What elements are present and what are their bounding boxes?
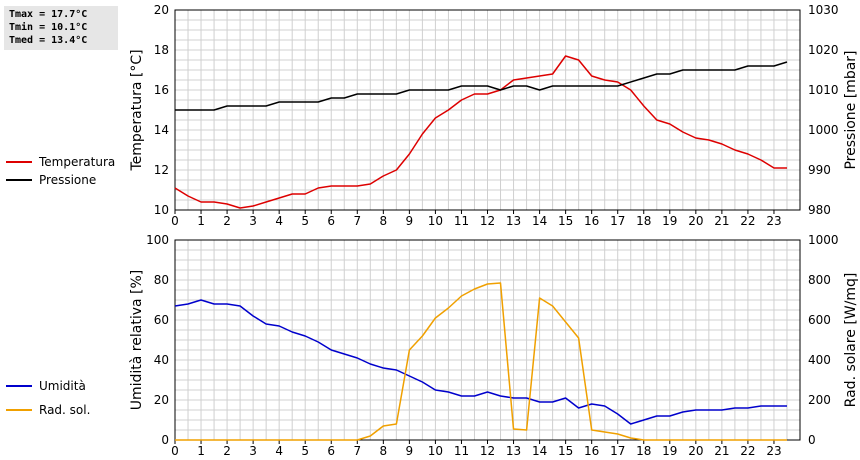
y-right-tick-label: 200 [808,393,831,407]
x-tick-label: 8 [380,214,388,228]
x-tick-label: 11 [454,444,469,458]
x-tick-label: 5 [301,214,309,228]
y-left-tick-label: 16 [154,83,169,97]
y-left-axis-label: Temperatura [°C] [129,49,145,171]
y-left-tick-label: 100 [146,233,169,247]
y-left-tick-label: 14 [154,123,169,137]
x-tick-label: 1 [197,214,205,228]
y-right-tick-label: 990 [808,163,831,177]
x-tick-label: 23 [766,214,781,228]
x-tick-label: 2 [223,444,231,458]
tmed-text: Tmed = 13.4°C [9,35,88,46]
x-tick-label: 17 [610,444,625,458]
x-tick-label: 9 [406,444,414,458]
umidit-series-line [174,299,787,425]
x-tick-label: 15 [558,444,573,458]
y-right-tick-label: 1000 [808,123,839,137]
x-tick-label: 19 [662,444,677,458]
y-left-tick-label: 20 [154,3,169,17]
x-tick-label: 10 [428,214,443,228]
y-right-tick-label: 400 [808,353,831,367]
x-tick-label: 21 [714,214,729,228]
x-tick-label: 12 [480,214,495,228]
x-tick-label: 11 [454,214,469,228]
x-tick-label: 20 [688,444,703,458]
y-left-tick-label: 80 [154,273,169,287]
x-tick-label: 4 [275,214,283,228]
x-tick-label: 6 [327,444,335,458]
y-right-axis-label: Pressione [mbar] [843,50,859,169]
y-left-tick-label: 10 [154,203,169,217]
temperatura-series-line [174,55,787,209]
x-tick-label: 13 [506,214,521,228]
stats-box: Tmax = 17.7°C Tmin = 10.1°C Tmed = 13.4°… [4,6,118,50]
humidity-radiation-chart: 0 1 2 3 4 5 6 7 8 9 10 11 12 13 14 15 16 17 18 19 20 21 22 2302… [6,233,859,458]
x-tick-label: 16 [584,214,599,228]
x-tick-label: 12 [480,444,495,458]
y-left-tick-label: 18 [154,43,169,57]
x-tick-label: 18 [636,214,651,228]
y-left-tick-label: 0 [161,433,169,447]
y-left-tick-label: 20 [154,393,169,407]
y-right-tick-label: 800 [808,273,831,287]
x-tick-label: 5 [301,444,309,458]
tmin-text: Tmin = 10.1°C [9,22,88,33]
y-right-tick-label: 1000 [808,233,839,247]
y-left-tick-label: 60 [154,313,169,327]
x-tick-label: 10 [428,444,443,458]
x-tick-label: 13 [506,444,521,458]
y-right-tick-label: 1030 [808,3,839,17]
x-tick-label: 22 [740,444,755,458]
y-right-tick-label: 0 [808,433,816,447]
x-tick-label: 9 [406,214,414,228]
x-tick-label: 6 [327,214,335,228]
x-tick-label: 21 [714,444,729,458]
rad-sol-legend-label: Rad. sol. [39,403,90,417]
x-tick-label: 20 [688,214,703,228]
temperatura-legend-label: Temperatura [38,155,115,169]
x-tick-label: 14 [532,444,547,458]
x-tick-label: 17 [610,214,625,228]
x-tick-label: 7 [353,214,361,228]
x-tick-label: 15 [558,214,573,228]
x-tick-label: 3 [249,214,257,228]
y-left-axis-label: Umidità relativa [%] [129,270,145,411]
x-tick-label: 2 [223,214,231,228]
pressione-legend-label: Pressione [39,173,96,187]
rad-sol-series-line [175,282,787,441]
y-left-tick-label: 40 [154,353,169,367]
x-tick-label: 8 [380,444,388,458]
y-right-tick-label: 1020 [808,43,839,57]
x-tick-label: 23 [766,444,781,458]
x-tick-label: 1 [197,444,205,458]
temperature-pressure-chart: 0 1 2 3 4 5 6 7 8 9 10 11 12 13 14 15 16 17 18 19 20 21 22 2310… [6,3,859,228]
x-tick-label: 16 [584,444,599,458]
x-tick-label: 0 [171,444,179,458]
x-tick-label: 22 [740,214,755,228]
y-left-tick-label: 12 [154,163,169,177]
y-right-axis-label: Rad. solare [W/mq] [843,273,859,408]
x-tick-label: 4 [275,444,283,458]
x-tick-label: 3 [249,444,257,458]
y-right-tick-label: 980 [808,203,831,217]
y-right-tick-label: 600 [808,313,831,327]
x-tick-label: 0 [171,214,179,228]
x-tick-label: 14 [532,214,547,228]
y-right-tick-label: 1010 [808,83,839,97]
pressione-series-line [175,61,788,111]
umidit-legend-label: Umidità [39,379,86,393]
x-tick-label: 18 [636,444,651,458]
x-tick-label: 7 [353,444,361,458]
x-tick-label: 19 [662,214,677,228]
tmax-text: Tmax = 17.7°C [9,9,88,20]
